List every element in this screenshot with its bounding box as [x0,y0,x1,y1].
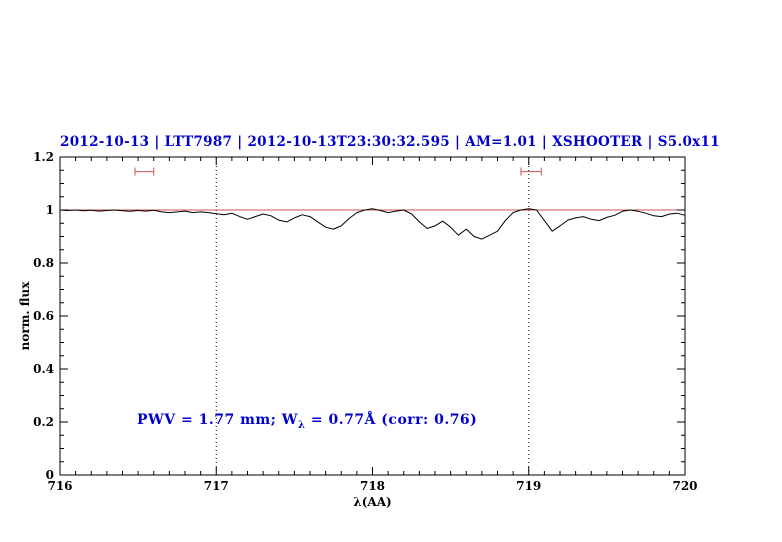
x-tick-label: 716 [47,479,72,493]
x-tick-label: 718 [360,479,385,493]
plot-title: 2012-10-13 | LTT7987 | 2012-10-13T23:30:… [60,134,720,150]
pwv-annotation-lambda-subscript: λ [297,419,306,431]
x-tick-label: 719 [516,479,541,493]
spectrum-line [59,208,686,240]
y-tick-label: 0.2 [33,415,54,429]
x-axis-label: λ(AA) [353,495,392,509]
y-tick-label: 0.4 [33,362,54,376]
y-tick-label: 0 [46,468,54,482]
y-tick-label: 1.2 [33,150,54,164]
y-tick-label: 0.6 [33,309,54,323]
pwv-annotation-prefix: PWV = 1.77 mm; W [137,412,298,428]
y-axis-label: norm. flux [18,281,32,351]
x-tick-label: 717 [204,479,229,493]
x-tick-label: 720 [672,479,697,493]
y-tick-label: 1 [46,203,54,217]
pwv-annotation-suffix: = 0.77Å (corr: 0.76) [305,412,478,428]
y-tick-label: 0.8 [33,256,54,270]
pwv-annotation: PWV = 1.77 mm; Wλ = 0.77Å (corr: 0.76) [137,412,477,431]
